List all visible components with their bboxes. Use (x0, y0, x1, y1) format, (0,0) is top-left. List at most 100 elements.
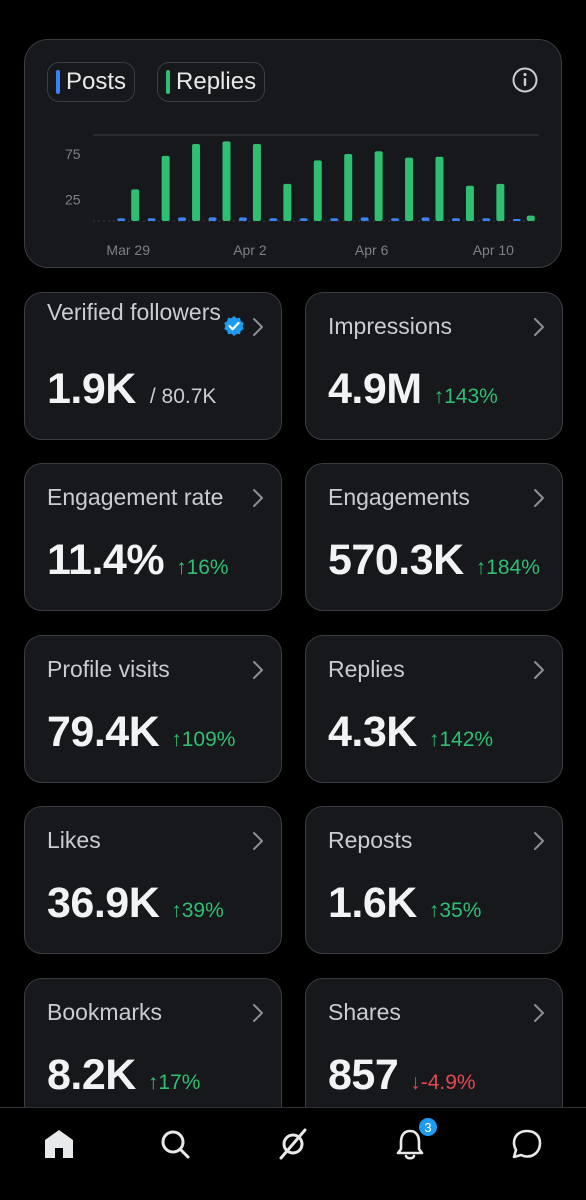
stat-value: 1.6K (328, 879, 417, 927)
stat-title: Engagement rate (47, 484, 224, 510)
replies-bar (465, 185, 474, 221)
replies-bar (283, 183, 292, 221)
stat-card-profile-visits[interactable]: Profile visits 79.4K ↑109% (24, 635, 282, 783)
stat-change: ↑143% (433, 385, 498, 408)
stat-change: ↑16% (176, 556, 229, 579)
stat-card-reposts[interactable]: Reposts 1.6K ↑35% (305, 806, 563, 954)
stat-change: ↑184% (475, 556, 540, 579)
chart-card: 75 25 Mar 29 Apr 2 Apr 6 Apr 10 Posts Replies (24, 39, 562, 268)
stat-value: 4.9M (328, 365, 422, 413)
x-tick-label: Apr 2 (233, 242, 267, 258)
posts-bar (147, 218, 156, 221)
replies-bar (526, 215, 535, 221)
chevron-right-icon (253, 318, 263, 336)
stat-title: Likes (47, 827, 101, 853)
stat-value-row: 11.4% ↑16% (47, 536, 229, 585)
replies-bar (313, 160, 322, 221)
posts-bar (482, 218, 491, 221)
legend-posts-toggle[interactable]: Posts (47, 62, 136, 102)
posts-bar (208, 217, 217, 221)
info-icon[interactable] (511, 66, 539, 94)
posts-bar (421, 217, 430, 221)
posts-bar (269, 218, 278, 221)
posts-bar (391, 218, 400, 221)
posts-bar (451, 218, 460, 221)
notifications-icon[interactable] (392, 1126, 428, 1162)
stat-change: ↑17% (147, 1071, 201, 1094)
replies-bar (435, 156, 444, 221)
grok-icon[interactable] (275, 1126, 311, 1162)
x-tick-label: Apr 10 (473, 242, 514, 258)
replies-bar (222, 141, 231, 221)
stat-card-engagement-rate[interactable]: Engagement rate 11.4% ↑16% (24, 463, 282, 611)
stat-card-impressions[interactable]: Impressions 4.9M ↑143% (305, 292, 563, 440)
stat-value-row: 857 ↓-4.9% (328, 1051, 476, 1100)
stat-change: ↑109% (171, 728, 236, 751)
replies-bar (496, 183, 505, 221)
stat-card-shares[interactable]: Shares 857 ↓-4.9% (305, 978, 563, 1126)
legend-replies-label: Replies (176, 68, 257, 95)
replies-swatch (166, 70, 171, 94)
stat-value: 8.2K (47, 1051, 136, 1099)
stat-card-likes[interactable]: Likes 36.9K ↑39% (24, 806, 282, 954)
chevron-right-icon (253, 832, 263, 850)
posts-bar (360, 217, 369, 221)
x-tick-label: Mar 29 (106, 242, 150, 258)
replies-bar (405, 157, 414, 221)
stat-total: / 80.7K (149, 385, 217, 408)
stat-value: 1.9K (47, 365, 136, 413)
search-icon[interactable] (157, 1126, 193, 1162)
chevron-right-icon (534, 832, 544, 850)
stat-card-engagements[interactable]: Engagements 570.3K ↑184% (305, 463, 563, 611)
replies-bar (344, 154, 353, 221)
stat-title: Verified followers (47, 299, 221, 325)
stat-title: Shares (328, 999, 401, 1025)
home-icon[interactable] (41, 1126, 77, 1162)
bottom-nav (0, 1107, 586, 1200)
posts-bar (117, 218, 126, 221)
stat-title: Bookmarks (47, 999, 163, 1025)
replies-bar (192, 144, 201, 221)
legend-posts-label: Posts (66, 68, 127, 95)
posts-bar (178, 217, 187, 221)
chevron-right-icon (253, 661, 263, 679)
stat-value-row: 36.9K ↑39% (47, 879, 224, 928)
stat-change: ↑35% (428, 899, 482, 922)
stat-title: Engagements (328, 484, 470, 510)
stat-value: 36.9K (47, 879, 160, 927)
stat-title: Replies (328, 656, 405, 682)
stat-value-row: 570.3K ↑184% (328, 536, 540, 585)
stat-value: 857 (328, 1051, 399, 1099)
verified-badge-icon (224, 316, 244, 336)
stat-value-row: 79.4K ↑109% (47, 708, 235, 757)
stat-title: Profile visits (47, 656, 170, 682)
replies-bar (131, 189, 140, 221)
stat-title: Impressions (328, 313, 452, 339)
stat-card-bookmarks[interactable]: Bookmarks 8.2K ↑17% (24, 978, 282, 1126)
stat-value-row: 4.9M ↑143% (328, 365, 498, 414)
stat-change: ↑142% (428, 728, 494, 751)
stat-value-row: 4.3K ↑142% (328, 708, 493, 757)
y-tick-label: 25 (65, 191, 81, 207)
stat-value-row: 1.9K / 80.7K (47, 365, 216, 414)
chevron-right-icon (253, 489, 263, 507)
stat-change: ↓-4.9% (410, 1071, 476, 1094)
stat-card-verified-followers[interactable]: Verified followers 1.9K / 80.7K (24, 292, 282, 440)
posts-swatch (56, 70, 60, 94)
chevron-right-icon (534, 1004, 544, 1022)
chevron-right-icon (253, 1004, 263, 1022)
legend-replies-toggle[interactable]: Replies (157, 62, 266, 102)
chevron-right-icon (534, 318, 544, 336)
chart-legend: Posts Replies (47, 62, 266, 102)
y-tick-label: 75 (65, 146, 81, 162)
posts-bar (330, 218, 339, 221)
replies-bar (252, 144, 261, 221)
messages-icon[interactable] (509, 1126, 545, 1162)
stat-title: Reposts (328, 827, 413, 853)
posts-bar (299, 218, 308, 221)
posts-bar (512, 219, 521, 221)
stat-value: 4.3K (328, 708, 417, 756)
stat-card-replies[interactable]: Replies 4.3K ↑142% (305, 635, 563, 783)
replies-bar (374, 151, 383, 221)
chevron-right-icon (534, 661, 544, 679)
